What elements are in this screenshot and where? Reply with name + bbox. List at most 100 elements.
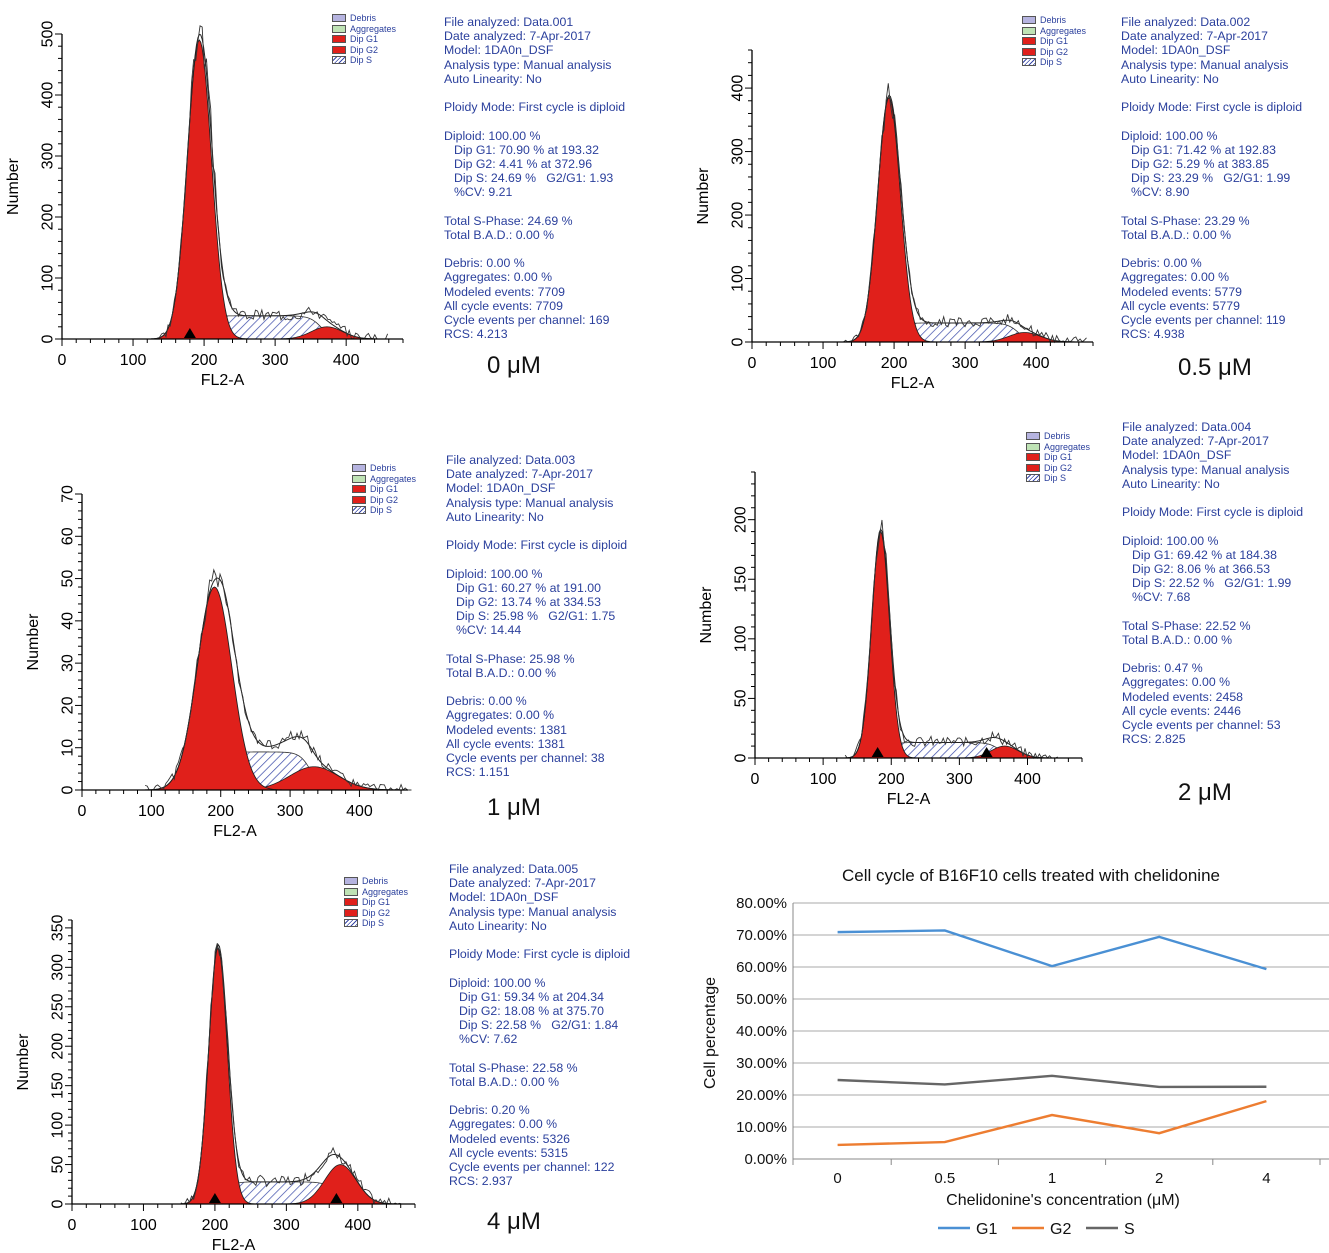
- y-tick-label: 200: [733, 506, 750, 533]
- legend-item: Dip G2: [332, 45, 396, 56]
- info-mod: Modeled events: 5779: [1121, 284, 1243, 299]
- legend-swatch-g2: [332, 45, 346, 54]
- x-tick-label: 0: [751, 771, 760, 788]
- info-autolin: Auto Linearity: No: [444, 71, 542, 86]
- legend-0: Debris Aggregates Dip G1 Dip G2 Dip S: [332, 13, 396, 66]
- legend-item: Aggregates: [1022, 26, 1086, 37]
- info-date: Date analyzed: 7-Apr-2017: [449, 876, 596, 891]
- legend-item: Dip S: [1026, 473, 1090, 484]
- info-tsp: Total S-Phase: 23.29 %: [1121, 213, 1250, 228]
- info-bad: Total B.A.D.: 0.00 %: [1121, 227, 1232, 242]
- y-tick-label: 300: [40, 143, 57, 170]
- legend-label: Aggregates: [1040, 25, 1087, 36]
- y-tick-label: 0: [733, 753, 750, 762]
- legend-label: Dip S: [1040, 57, 1063, 68]
- x-tick-label: 0.5: [934, 1170, 955, 1187]
- x-tick-label: 200: [207, 803, 234, 820]
- info-ploidy: Ploidy Mode: First cycle is diploid: [1122, 505, 1304, 520]
- info-allc: All cycle events: 7709: [444, 298, 563, 313]
- dip-g1-area: [150, 39, 249, 340]
- info-cpc: Cycle events per channel: 119: [1121, 312, 1286, 327]
- x-tick-label: 300: [262, 352, 289, 369]
- info-rcs: RCS: 2.825: [1122, 732, 1186, 747]
- legend-label: Dip G1: [350, 34, 379, 45]
- legend-swatch-g1: [332, 35, 346, 44]
- peak-marker-icon: [980, 747, 993, 757]
- legend-label: Dip G1: [1044, 452, 1073, 463]
- x-tick-label: 200: [878, 771, 905, 788]
- info-allc: All cycle events: 5315: [449, 1145, 568, 1160]
- info-date: Date analyzed: 7-Apr-2017: [1122, 434, 1269, 449]
- info-model: Model: 1DA0n_DSF: [1121, 43, 1231, 58]
- y-tick-label: 300: [50, 954, 67, 981]
- legend-item: Debris: [352, 463, 416, 474]
- y-tick-label: 50: [50, 1156, 67, 1174]
- legend-label-g2: G2: [1050, 1221, 1071, 1238]
- info-cv: %CV: 8.90: [1131, 185, 1190, 200]
- info-aggr: Aggregates: 0.00 %: [449, 1117, 558, 1132]
- legend-swatch-g1: [352, 485, 366, 494]
- info-diploid: Diploid: 100.00 %: [446, 566, 543, 581]
- info-cpc: Cycle events per channel: 169: [444, 312, 610, 327]
- info-g2: Dip G2: 5.29 % at 383.85: [1131, 156, 1270, 171]
- info-debris: Debris: 0.00 %: [444, 256, 525, 271]
- info-g1: Dip G1: 60.27 % at 191.00: [456, 580, 601, 595]
- info-g2: Dip G2: 4.41 % at 372.96: [454, 156, 593, 171]
- legend-swatch-s: [1026, 474, 1040, 483]
- info-diploid: Diploid: 100.00 %: [1121, 128, 1218, 143]
- info-date: Date analyzed: 7-Apr-2017: [444, 29, 591, 44]
- legend-swatch-g2: [344, 908, 358, 917]
- x-tick-label: 200: [202, 1217, 229, 1234]
- info-diploid: Diploid: 100.00 %: [444, 128, 541, 143]
- x-tick-label: 400: [344, 1217, 371, 1234]
- legend-item: Dip G2: [1026, 463, 1090, 474]
- legend-item: Aggregates: [332, 24, 396, 35]
- info-analysis: Analysis type: Manual analysis: [449, 904, 617, 919]
- legend-swatch-debris: [344, 877, 358, 886]
- legend-item: Dip G1: [352, 484, 416, 495]
- info-g2: Dip G2: 18.08 % at 375.70: [459, 1003, 604, 1018]
- y-tick-label: 50: [60, 570, 77, 588]
- legend-label: Aggregates: [350, 23, 397, 34]
- y-tick-label: 70: [60, 485, 77, 503]
- histogram-0: 0 100 200 300 400 0 100 200 300 400 500 FL2-A Number: [5, 21, 404, 389]
- info-panel-1: File analyzed: Data.002 Date analyzed: 7-…: [1121, 15, 1302, 341]
- x-tick-label: 0: [78, 803, 87, 820]
- legend-swatch-debris: [352, 464, 366, 473]
- info-rcs: RCS: 4.938: [1121, 327, 1185, 342]
- info-rcs: RCS: 1.151: [446, 765, 510, 780]
- x-tick-label: 200: [881, 355, 908, 372]
- legend-label: Dip G2: [370, 494, 399, 505]
- legend-4: Debris Aggregates Dip G1 Dip G2 Dip S: [344, 876, 408, 929]
- data-trace-line: [180, 943, 402, 1206]
- x-tick-label: 300: [273, 1217, 300, 1234]
- chart-title: Cell cycle of B16F10 cells treated with …: [842, 866, 1220, 885]
- x-tick-label: 0: [58, 352, 67, 369]
- legend-label: Debris: [1040, 15, 1067, 26]
- legend-item: Debris: [332, 13, 396, 24]
- histogram-4: 0 100 200 300 400 0 50 100 150 200 250 300 350 FL2-A N…: [15, 914, 416, 1253]
- info-g1: Dip G1: 71.42 % at 192.83: [1131, 142, 1276, 157]
- info-analysis: Analysis type: Manual analysis: [1122, 462, 1290, 477]
- y-tick-label: 30.00%: [736, 1055, 787, 1072]
- info-diploid: Diploid: 100.00 %: [449, 975, 546, 990]
- info-allc: All cycle events: 1381: [446, 736, 565, 751]
- info-cpc: Cycle events per channel: 53: [1122, 717, 1281, 732]
- y-axis-label: Number: [5, 157, 22, 215]
- info-aggr: Aggregates: 0.00 %: [1121, 270, 1230, 285]
- x-axis-label: FL2-A: [212, 1237, 256, 1253]
- legend-item: Dip G2: [1022, 47, 1086, 58]
- info-mod: Modeled events: 2458: [1122, 689, 1244, 704]
- y-tick-label: 30: [60, 654, 77, 672]
- info-file: File analyzed: Data.004: [1122, 420, 1252, 434]
- x-axis-label: Chelidonine's concentration (μM): [946, 1192, 1180, 1209]
- legend-label: Dip S: [350, 55, 373, 66]
- y-axis-label: Number: [15, 1033, 32, 1091]
- info-file: File analyzed: Data.001: [444, 15, 574, 29]
- legend-swatch-g1: [1022, 37, 1036, 46]
- conc-label-0: 0 μM: [487, 352, 541, 379]
- legend-label: Dip G1: [362, 897, 391, 908]
- legend-item: Dip G1: [332, 34, 396, 45]
- info-tsp: Total S-Phase: 22.58 %: [449, 1060, 578, 1075]
